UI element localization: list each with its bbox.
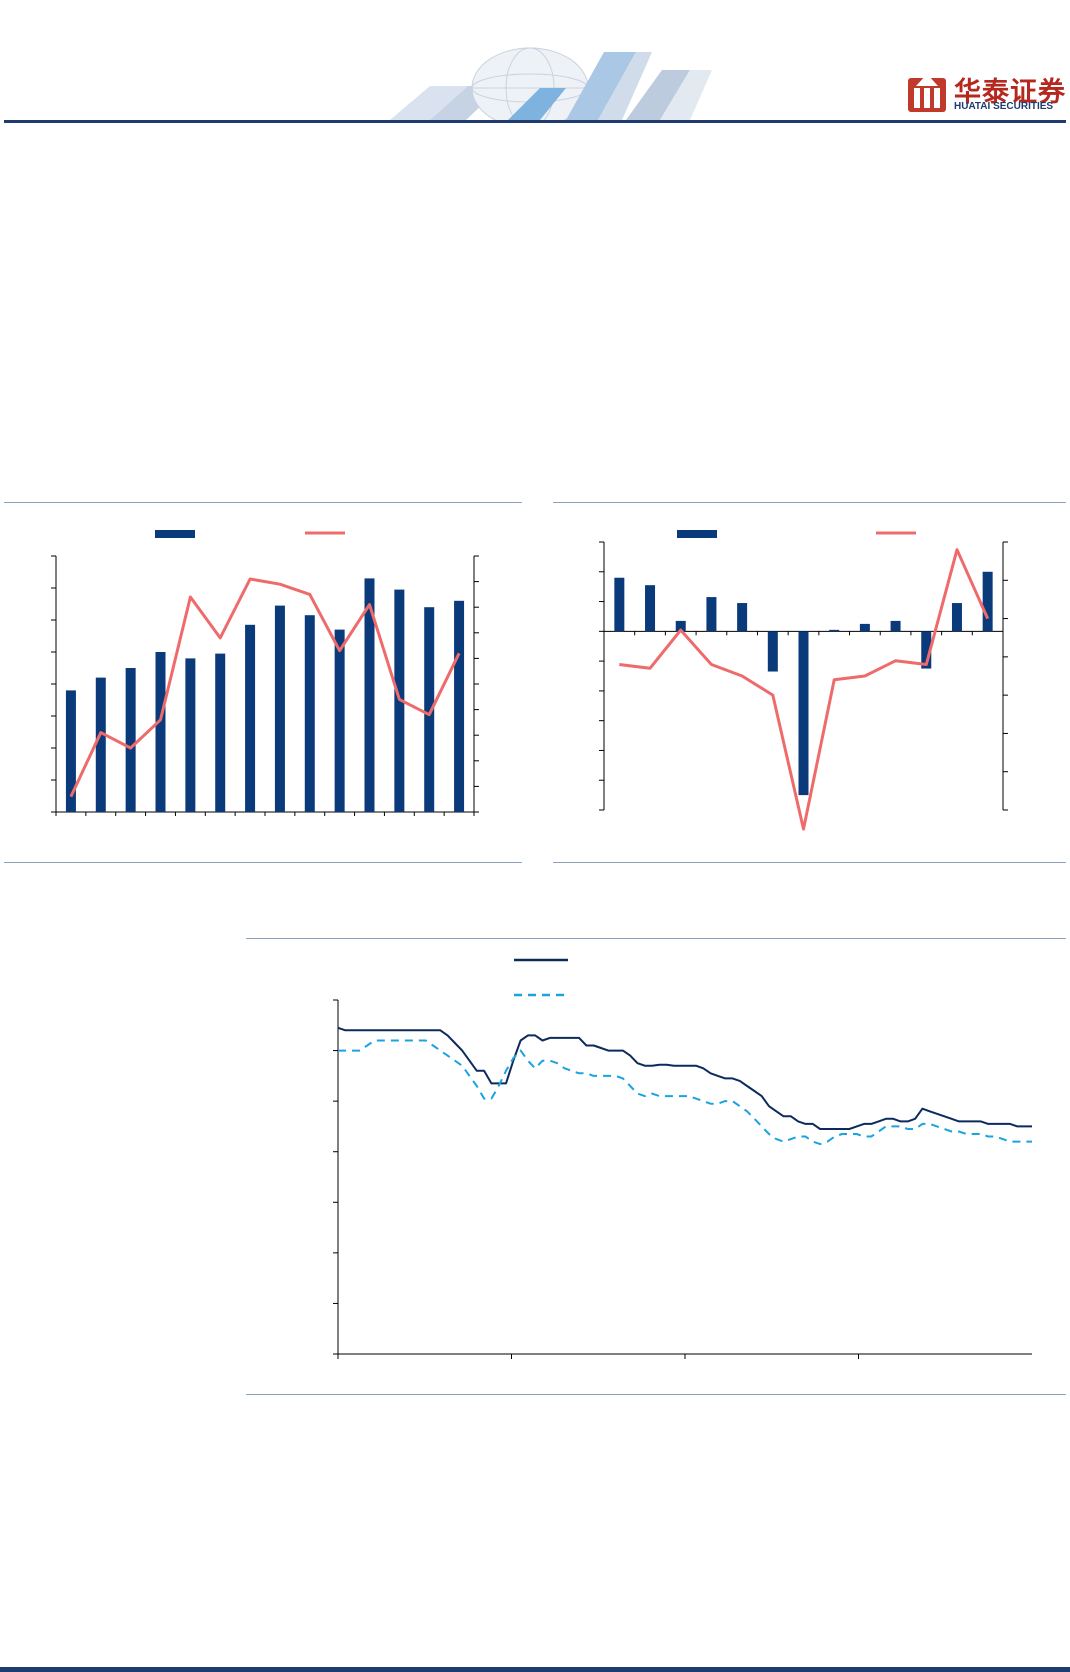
bar [95,677,106,812]
logo-chinese-name: 华泰证券 [954,77,1066,107]
chart3-bottom-rule [246,1394,1066,1395]
bar [185,658,196,812]
bar [982,571,993,632]
bar [645,585,656,632]
chart2-top-rule [553,502,1066,503]
bar [767,631,778,672]
chart-1 [51,530,479,816]
legend-bar-swatch [677,530,717,538]
bar [424,607,435,812]
bar [614,577,625,632]
bar [675,620,686,632]
bar [890,620,901,632]
chart3-top-rule [246,938,1066,939]
bar [245,624,256,812]
bar [274,605,285,812]
chart1-bottom-rule [4,862,522,863]
bar [215,653,226,812]
bar [951,603,962,632]
dashed-line-series [338,1039,1032,1146]
chart1-top-rule [4,502,522,503]
bar [859,623,870,632]
bar [921,631,932,669]
page-header: 华泰证券 HUATAI SECURITIES [0,0,1070,126]
bar [737,603,748,632]
huatai-logo: 华泰证券 HUATAI SECURITIES [906,70,1066,116]
globe-banner-graphic [390,47,712,122]
chart-3 [333,958,1032,1359]
line-series [69,577,461,798]
bar [798,631,809,796]
bar [829,629,840,632]
chart2-bottom-rule [553,862,1066,863]
bar [65,690,76,812]
footer-bar [0,1667,1070,1672]
bar [155,652,166,812]
huatai-emblem-icon [908,74,946,112]
bar [454,600,465,812]
bar [706,597,717,632]
logo-english-name: HUATAI SECURITIES [954,101,1054,112]
bar [334,629,345,812]
bar [125,668,136,812]
solid-line-series [337,1026,1032,1130]
bar [364,578,375,812]
legend-bar-swatch [155,530,195,538]
bar [304,615,315,812]
header-divider [4,120,1066,123]
chart-2 [599,530,1008,831]
line-series [619,548,990,831]
